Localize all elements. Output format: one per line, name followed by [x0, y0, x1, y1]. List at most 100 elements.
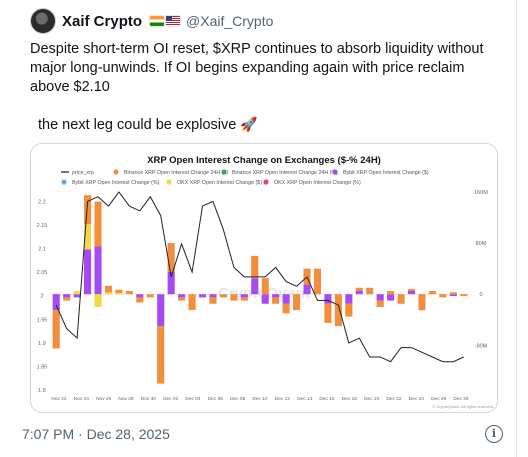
y-left-tick: 2.15	[37, 223, 48, 229]
legend-swatch	[166, 179, 172, 185]
bar-bybit	[178, 294, 186, 298]
bar-binance	[272, 297, 280, 304]
x-tick: Nov 30	[141, 396, 157, 402]
author-handle[interactable]: @Xaif_Crypto	[186, 13, 274, 29]
bar-okx	[73, 291, 81, 295]
x-tick: Nov 22	[51, 396, 67, 402]
y-left-tick: 1.95	[37, 317, 48, 323]
bar-binance	[94, 201, 102, 247]
legend-label: Bybit XRP Open Interest Change ($)	[343, 170, 429, 176]
avatar[interactable]	[30, 8, 56, 34]
legend-label: price_xrp	[72, 170, 94, 176]
y-right-tick: 160M	[474, 190, 488, 196]
chart-image[interactable]: XRP Open Interest Change on Exchanges ($…	[30, 143, 498, 413]
legend-swatch	[61, 179, 67, 185]
author-name[interactable]: Xaif Crypto	[62, 12, 143, 30]
bar-binance	[366, 287, 374, 295]
y-left-tick: 2.2	[38, 199, 46, 205]
tweet-header: Xaif Crypto @Xaif_Crypto	[30, 8, 273, 34]
bar-binance	[178, 297, 186, 301]
x-tick: Dec 06	[208, 396, 224, 402]
bar-binance	[261, 278, 269, 295]
bar-bybit	[324, 294, 332, 304]
flag-emojis	[150, 16, 181, 26]
bar-binance	[313, 268, 322, 295]
x-tick: Dec 14	[297, 396, 313, 402]
x-tick: Nov 24	[74, 396, 90, 402]
bar-bybit	[282, 294, 290, 304]
legend-swatch	[221, 169, 227, 175]
bar-binance	[209, 297, 217, 304]
x-tick: Dec 16	[319, 396, 335, 402]
bar-binance	[376, 300, 384, 307]
y-right-tick: 80M	[476, 241, 487, 247]
bar-binance	[334, 294, 342, 327]
chart-credit: © CryptoQuant. All rights reserved	[432, 404, 493, 409]
bar-binance	[428, 291, 436, 295]
x-tick: Dec 18	[342, 396, 358, 402]
bar-binance	[397, 294, 405, 304]
bar-binance	[387, 291, 395, 295]
bar-bybit	[261, 294, 269, 304]
bar-bybit	[251, 278, 259, 295]
x-tick: Dec 26	[431, 396, 447, 402]
y-left-tick: 1.9	[38, 341, 46, 347]
bar-bybit	[303, 284, 311, 295]
bar-bybit	[407, 291, 416, 295]
bar-bybit	[52, 294, 60, 311]
x-tick: Dec 22	[386, 396, 402, 402]
y-right-tick: -80M	[475, 343, 488, 349]
bar-binance	[104, 285, 113, 293]
y-left-tick: 1.8	[38, 388, 46, 394]
bar-binance	[345, 303, 353, 317]
oi-change-chart: XRP Open Interest Change on Exchanges ($…	[37, 155, 493, 409]
bar-binance	[439, 294, 447, 298]
bar-okx	[94, 294, 102, 307]
bar-bybit	[136, 294, 144, 298]
bar-bybit	[73, 294, 81, 298]
bar-bybit	[84, 249, 92, 295]
x-tick: Dec 12	[275, 396, 291, 402]
y-left-tick: 2	[40, 294, 43, 300]
bar-bybit	[63, 294, 71, 298]
bar-binance	[251, 255, 259, 279]
x-tick: Dec 24	[409, 396, 425, 402]
y-left-tick: 1.85	[37, 364, 48, 370]
bar-binance	[157, 326, 165, 384]
legend-swatch	[263, 179, 269, 185]
legend-swatch	[332, 169, 338, 175]
bar-binance	[146, 294, 154, 298]
bar-binance	[125, 291, 133, 295]
legend-label: OKX XRP Open Interest Change (%)	[274, 180, 361, 186]
tweet-timestamp[interactable]: 7:07 PM · Dec 28, 2025	[22, 426, 170, 442]
x-tick: Dec 02	[163, 396, 179, 402]
chart-title: XRP Open Interest Change on Exchanges ($…	[147, 155, 381, 166]
bar-bybit	[376, 294, 384, 301]
bar-binance	[188, 294, 196, 311]
x-tick: Dec 04	[185, 396, 201, 402]
bar-binance	[282, 303, 290, 314]
bar-binance	[136, 297, 144, 303]
rocket-emoji-icon: 🚀	[240, 116, 258, 132]
bar-binance	[449, 292, 457, 295]
x-tick: Dec 08	[230, 396, 246, 402]
bar-bybit	[157, 294, 165, 327]
bar-bybit	[209, 294, 217, 298]
legend-swatch	[113, 169, 119, 175]
bar-bybit	[167, 271, 175, 295]
bar-binance	[219, 294, 227, 298]
legend-label: Binance XRP Open Interest Change 24H (%)	[232, 170, 338, 176]
x-tick: Dec 28	[453, 396, 469, 402]
legend-label: Bybit XRP Open Interest Change (%)	[72, 180, 160, 186]
bar-bybit	[345, 294, 353, 304]
info-icon[interactable]: i	[485, 425, 503, 443]
bar-bybit	[387, 294, 395, 301]
tweet-text: Despite short-term OI reset, $XRP contin…	[30, 41, 484, 95]
y-left-tick: 2.05	[37, 270, 48, 276]
bar-binance	[230, 294, 238, 301]
price-line	[55, 191, 465, 363]
bar-binance	[52, 310, 60, 349]
legend-label: Binance XRP Open Interest Change 24H ($)	[124, 170, 228, 176]
tweet-card: Xaif Crypto @Xaif_Crypto Despite short-t…	[22, 0, 517, 457]
bar-binance	[84, 195, 92, 224]
